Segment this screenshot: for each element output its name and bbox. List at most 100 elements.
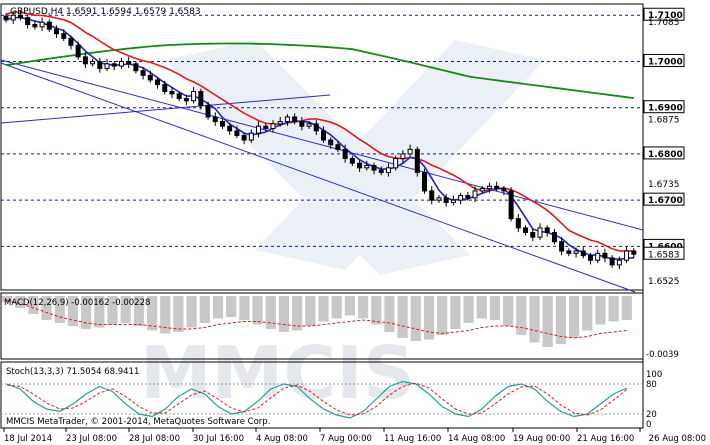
candle-body[interactable]: [407, 148, 413, 155]
candle-body[interactable]: [162, 84, 168, 93]
candle-body[interactable]: [580, 250, 586, 257]
candle-body[interactable]: [32, 23, 38, 28]
candle-body[interactable]: [624, 250, 630, 261]
candle-body[interactable]: [631, 250, 637, 255]
stoch-signal-line: [6, 382, 628, 416]
candle-body[interactable]: [25, 17, 31, 25]
candle-body[interactable]: [234, 130, 240, 136]
candle-body[interactable]: [537, 227, 543, 238]
candle-body[interactable]: [400, 153, 406, 160]
candle-body[interactable]: [436, 197, 442, 201]
candle-body[interactable]: [486, 185, 492, 190]
candle-body[interactable]: [429, 190, 435, 201]
candle-body[interactable]: [75, 44, 81, 58]
candle-body[interactable]: [313, 123, 319, 132]
candle-body[interactable]: [198, 91, 204, 106]
candle-body[interactable]: [118, 60, 124, 67]
candle-body[interactable]: [140, 70, 146, 76]
horizontal-levels[interactable]: [1, 14, 643, 247]
candle-body[interactable]: [544, 227, 550, 234]
candle-body[interactable]: [104, 63, 110, 69]
candle-body[interactable]: [321, 130, 326, 141]
candle-body[interactable]: [443, 197, 449, 203]
candle-body[interactable]: [292, 116, 298, 123]
trend-channel[interactable]: [0, 59, 644, 293]
candle-body[interactable]: [147, 74, 153, 81]
candle-body[interactable]: [349, 158, 355, 164]
candle-body[interactable]: [191, 91, 197, 102]
candle-body[interactable]: [270, 123, 276, 130]
candle-body[interactable]: [328, 139, 334, 146]
candle-body[interactable]: [263, 125, 269, 130]
candle-body[interactable]: [54, 28, 60, 35]
candle-body[interactable]: [126, 60, 132, 65]
candle-body[interactable]: [227, 125, 233, 132]
candle-body[interactable]: [39, 21, 45, 28]
candle-body[interactable]: [68, 37, 74, 46]
macd-indicator[interactable]: [1, 296, 632, 347]
candle-body[interactable]: [133, 63, 139, 72]
candle-body[interactable]: [559, 241, 565, 252]
candle-body[interactable]: [306, 123, 312, 127]
candle-body[interactable]: [566, 250, 572, 254]
candle-body[interactable]: [277, 121, 283, 125]
candle-body[interactable]: [248, 132, 254, 141]
candle-body[interactable]: [393, 158, 399, 169]
candle-body[interactable]: [472, 190, 478, 199]
candle-body[interactable]: [515, 218, 521, 229]
candle-body[interactable]: [205, 104, 211, 118]
candle-body[interactable]: [90, 60, 96, 65]
candle-body[interactable]: [111, 63, 117, 67]
candle-body[interactable]: [385, 167, 391, 173]
candle-body[interactable]: [169, 91, 175, 95]
candle-body[interactable]: [422, 171, 428, 192]
candles[interactable]: [3, 10, 637, 270]
candle-body[interactable]: [335, 144, 341, 150]
candle-body[interactable]: [573, 250, 579, 254]
candle-body[interactable]: [342, 148, 348, 160]
candle-body[interactable]: [3, 15, 9, 21]
candle-body[interactable]: [450, 199, 456, 203]
candle-body[interactable]: [256, 125, 262, 134]
candle-body[interactable]: [508, 190, 514, 220]
candle-body[interactable]: [97, 60, 103, 69]
candle-body[interactable]: [364, 164, 370, 169]
candle-body[interactable]: [479, 188, 485, 192]
candle-body[interactable]: [494, 185, 500, 190]
candle-body[interactable]: [46, 21, 52, 30]
candle-body[interactable]: [501, 188, 507, 192]
channel-upper-line[interactable]: [0, 59, 644, 231]
channel-lower-line[interactable]: [0, 62, 636, 293]
candle-body[interactable]: [609, 257, 615, 266]
candle-body[interactable]: [82, 56, 88, 65]
candle-body[interactable]: [551, 232, 557, 243]
candle-body[interactable]: [458, 195, 464, 201]
candle-body[interactable]: [357, 162, 363, 169]
candle-body[interactable]: [176, 93, 182, 99]
candle-body[interactable]: [155, 79, 161, 86]
candle-body[interactable]: [241, 134, 247, 141]
candle-body[interactable]: [602, 252, 608, 259]
candle-body[interactable]: [414, 148, 420, 173]
price-label: 1.6525: [648, 277, 680, 287]
candle-body[interactable]: [378, 169, 384, 173]
candle-body[interactable]: [183, 97, 189, 102]
candle-body[interactable]: [284, 116, 290, 123]
candle-body[interactable]: [17, 14, 23, 19]
candle-body[interactable]: [371, 164, 377, 171]
candle-body[interactable]: [595, 252, 601, 261]
candle-body[interactable]: [465, 195, 471, 199]
candle-body[interactable]: [10, 14, 16, 21]
candle-body[interactable]: [616, 259, 622, 266]
candle-body[interactable]: [587, 255, 593, 261]
macd-signal-line: [6, 300, 627, 339]
channel-mid-line[interactable]: [0, 94, 331, 124]
candle-body[interactable]: [219, 121, 225, 127]
candle-body[interactable]: [212, 116, 218, 123]
candle-body[interactable]: [299, 121, 305, 127]
candle-body[interactable]: [523, 227, 529, 234]
candle-body[interactable]: [61, 33, 67, 39]
candle-body[interactable]: [530, 232, 536, 238]
